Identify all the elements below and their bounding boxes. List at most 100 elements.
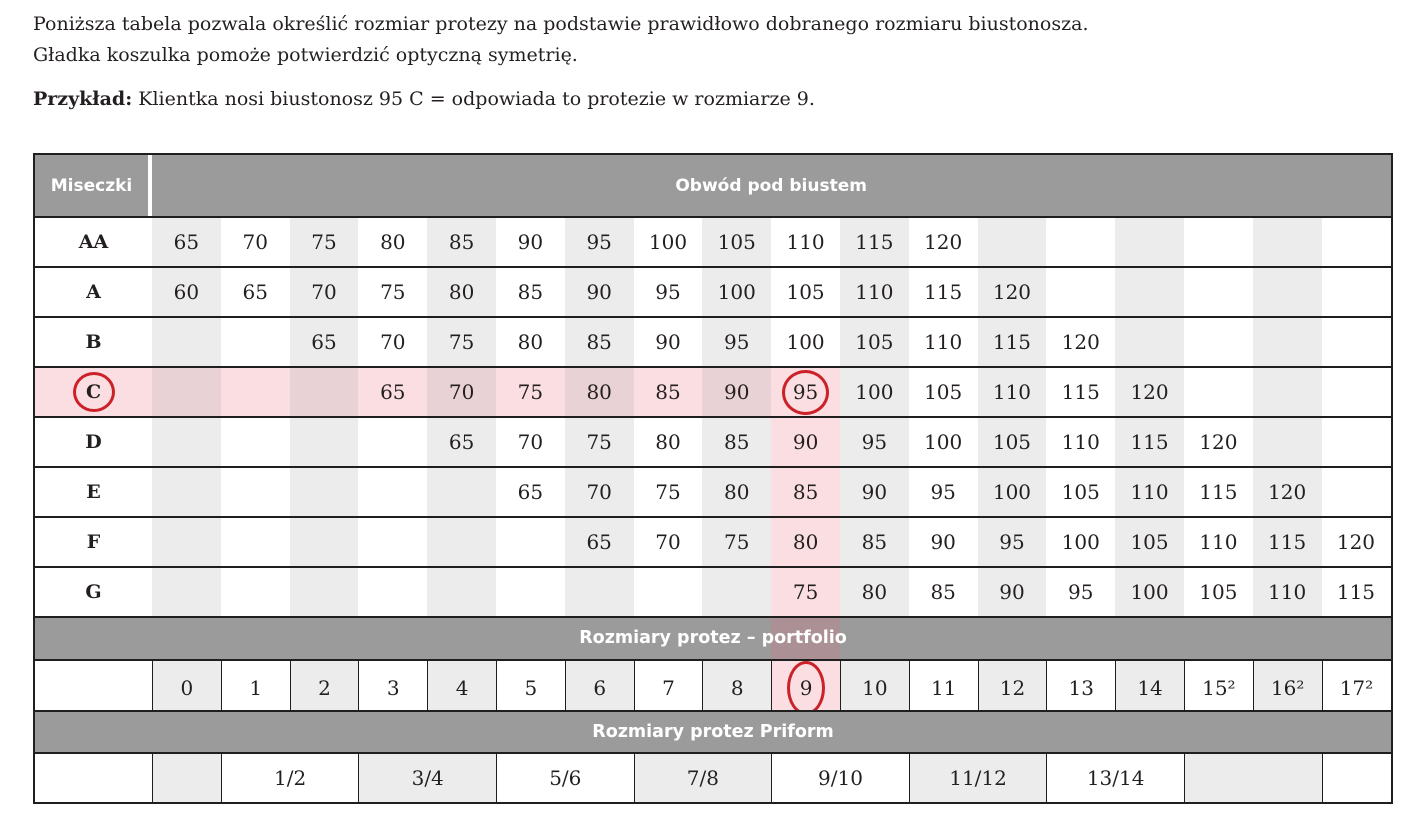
cell-B-75: 75 (427, 318, 496, 366)
cell-C-95: 95 (771, 368, 840, 416)
portfolio-size-8: 8 (702, 661, 772, 715)
cell-D-75: 75 (564, 418, 634, 466)
cup-row-F: F 65 70 75 80 85 90 95 100 105 110 115 120 (35, 516, 1391, 566)
cell-C-75: 75 (495, 368, 565, 416)
cell-D-empty-1 (152, 418, 221, 466)
portfolio-size-17²: 17² (1321, 661, 1391, 715)
cell-G-95: 95 (1046, 568, 1116, 616)
priform-sizes-row: 1/2 3/4 5/6 7/8 9/10 11/12 13/14 (35, 752, 1391, 802)
cell-A-65: 65 (220, 268, 290, 316)
cell-F-65: 65 (564, 518, 634, 566)
portfolio-size-10: 10 (839, 661, 909, 715)
cup-label-F: F (35, 518, 152, 566)
priform-size-9-10: 9/10 (771, 754, 909, 802)
cell-C-empty-18 (1321, 368, 1391, 416)
cup-row-A: A 60 65 70 75 80 85 90 95 100 105 110 115 120 (35, 266, 1391, 316)
cell-A-empty-15 (1115, 268, 1184, 316)
cell-E-empty-4 (358, 468, 428, 516)
portfolio-size-9: 9 (771, 661, 840, 715)
cell-A-100: 100 (702, 268, 772, 316)
cell-G-75: 75 (771, 568, 840, 616)
cell-E-100: 100 (977, 468, 1047, 516)
cell-AA-empty-14 (1046, 218, 1116, 266)
cup-row-D: D 65 70 75 80 85 90 95 100 105 110 115 120 (35, 416, 1391, 466)
cell-F-120: 120 (1321, 518, 1391, 566)
cell-D-65: 65 (427, 418, 496, 466)
cell-A-empty-14 (1046, 268, 1116, 316)
cell-AA-empty-17 (1252, 218, 1322, 266)
priform-empty-9 (1321, 754, 1391, 802)
underbust-header-cell: Obwód pod biustem (675, 175, 867, 196)
portfolio-size-3: 3 (358, 661, 428, 715)
cup-row-AA: AA 65 70 75 80 85 90 95 100 105 110 115 120 (35, 216, 1391, 266)
portfolio-size-15²: 15² (1183, 661, 1253, 715)
cell-B-100: 100 (771, 318, 840, 366)
cell-E-empty-1 (152, 468, 221, 516)
cell-D-70: 70 (495, 418, 565, 466)
portfolio-size-1: 1 (220, 661, 290, 715)
cell-G-empty-6 (495, 568, 565, 616)
cell-G-80: 80 (839, 568, 909, 616)
cell-AA-105: 105 (702, 218, 772, 266)
cell-B-90: 90 (633, 318, 703, 366)
cups-header-cell: Miseczki (35, 155, 152, 216)
cell-C-120: 120 (1115, 368, 1184, 416)
cell-AA-empty-16 (1183, 218, 1253, 266)
cell-D-95: 95 (839, 418, 909, 466)
portfolio-size-2: 2 (289, 661, 359, 715)
cell-AA-80: 80 (358, 218, 428, 266)
cell-C-empty-16 (1183, 368, 1253, 416)
portfolio-sizes-row: 0 1 2 3 4 5 6 7 8 9 10 11 12 13 14 15² 16² 17² (35, 659, 1391, 715)
cell-B-120: 120 (1046, 318, 1116, 366)
example-label: Przykład: (33, 88, 133, 110)
cell-G-110: 110 (1252, 568, 1322, 616)
portfolio-label-cell (35, 661, 152, 715)
cell-AA-70: 70 (220, 218, 290, 266)
cell-F-70: 70 (633, 518, 703, 566)
cell-G-empty-7 (564, 568, 634, 616)
cell-AA-120: 120 (908, 218, 978, 266)
cell-B-empty-15 (1115, 318, 1184, 366)
cell-G-empty-8 (633, 568, 703, 616)
portfolio-size-6: 6 (564, 661, 634, 715)
portfolio-band-label: Rozmiary protez – portfolio (579, 628, 847, 648)
cell-C-100: 100 (839, 368, 909, 416)
cup-rows-section: AA 65 70 75 80 85 90 95 100 105 110 115 120 A 60 65 70 75… (35, 216, 1391, 616)
cell-F-90: 90 (908, 518, 978, 566)
cell-G-115: 115 (1321, 568, 1391, 616)
cell-B-65: 65 (289, 318, 359, 366)
cell-F-80: 80 (771, 518, 840, 566)
cell-A-115: 115 (908, 268, 978, 316)
cell-C-85: 85 (633, 368, 703, 416)
cell-D-90: 90 (771, 418, 840, 466)
cell-B-95: 95 (702, 318, 772, 366)
cell-G-empty-4 (358, 568, 428, 616)
cell-AA-100: 100 (633, 218, 703, 266)
portfolio-size-11: 11 (908, 661, 978, 715)
portfolio-size-4: 4 (427, 661, 496, 715)
red-circle: C (72, 372, 115, 412)
cell-E-75: 75 (633, 468, 703, 516)
cell-B-empty-2 (220, 318, 290, 366)
cell-B-empty-18 (1321, 318, 1391, 366)
cell-G-empty-2 (220, 568, 290, 616)
cup-label-E: E (35, 468, 152, 516)
cell-E-95: 95 (908, 468, 978, 516)
cell-AA-75: 75 (289, 218, 359, 266)
cell-B-85: 85 (564, 318, 634, 366)
cell-AA-95: 95 (564, 218, 634, 266)
cell-D-120: 120 (1183, 418, 1253, 466)
cell-F-empty-5 (427, 518, 496, 566)
cell-D-105: 105 (977, 418, 1047, 466)
red-circle: 9 (787, 661, 826, 715)
portfolio-size-12: 12 (977, 661, 1047, 715)
intro-paragraph: Poniższa tabela pozwala określić rozmiar… (33, 9, 1395, 71)
example-paragraph: Przykład: Klientka nosi biustonosz 95 C … (33, 84, 1395, 115)
cell-C-empty-3 (289, 368, 359, 416)
cell-A-60: 60 (152, 268, 221, 316)
cell-G-empty-5 (427, 568, 496, 616)
intro-line-2: Gładka koszulka pomoże potwierdzić optyc… (33, 44, 578, 66)
cell-E-70: 70 (564, 468, 634, 516)
cell-E-110: 110 (1115, 468, 1184, 516)
